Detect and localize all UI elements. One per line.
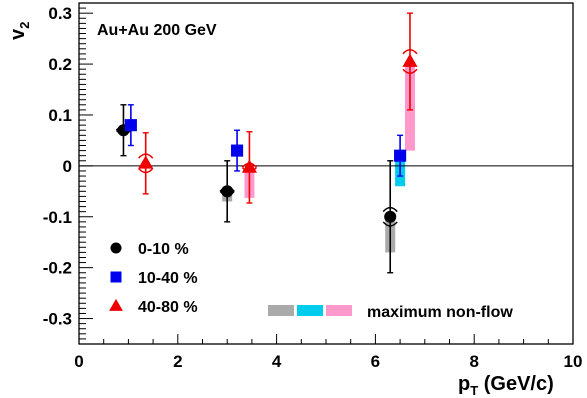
nonflow-legend-label: maximum non-flow [367,304,513,321]
x-tick-label: 10 [564,352,583,371]
x-tick-label: 6 [371,352,380,371]
data-marker-triangle [241,159,258,173]
x-tick-label: 8 [469,352,478,371]
systematic-bracket [382,221,398,227]
data-marker-triangle [138,155,154,169]
data-points [115,12,418,274]
data-marker-circle [221,185,234,198]
y-tick-label: -0.2 [43,259,72,278]
nonflow-legend-swatch [297,305,323,316]
x-tick-label: 2 [173,352,182,371]
systematic-bracket [138,153,154,159]
legend-label: 40-80 % [138,299,198,316]
x-tick-label: 0 [74,352,83,371]
data-marker-triangle [402,53,418,67]
legend-label: 0-10 % [138,241,189,258]
nonflow-legend-swatch [268,305,294,316]
annotation-label: Au+Au 200 GeV [97,22,217,39]
data-marker-square [231,144,244,157]
y-axis-label-sub: 2 [17,22,32,29]
y-tick-label: 0.1 [48,106,72,125]
y-axis-label: v2 [7,22,32,40]
y-tick-label: 0.3 [48,4,72,23]
plot-frame [78,2,574,345]
nonflow-legend-swatch [326,305,352,316]
data-marker-triangle [109,298,123,311]
data-marker-square [124,119,137,132]
nonflow-legend: maximum non-flow [268,304,513,321]
data-marker-circle [384,210,397,223]
systematic-bracket [138,167,154,174]
systematic-bracket [402,49,418,55]
legend-label: 10-40 % [138,270,198,287]
y-tick-labels: -0.3 -0.2 -0.1 0 0.1 0.2 0.3 [43,4,72,328]
data-marker-square [394,149,407,162]
data-marker-circle [110,242,122,254]
y-tick-label: 0 [63,157,72,176]
systematic-bracket [402,68,418,74]
y-tick-label: -0.3 [43,310,72,329]
x-axis-label-sub: T [470,383,478,398]
x-axis-label: pT (GeV/c) [458,373,554,398]
y-tick-label: -0.1 [43,208,72,227]
systematic-bracket [382,206,398,213]
legend: 0-10 % 10-40 % 40-80 % [109,241,198,316]
y-tick-label: 0.2 [48,55,72,74]
x-tick-label: 4 [272,352,282,371]
data-marker-square [110,271,122,283]
x-tick-labels: 0 2 4 6 8 10 [74,352,582,371]
axis-ticks [78,2,574,345]
x-axis-label-unit: (GeV/c) [478,373,554,395]
